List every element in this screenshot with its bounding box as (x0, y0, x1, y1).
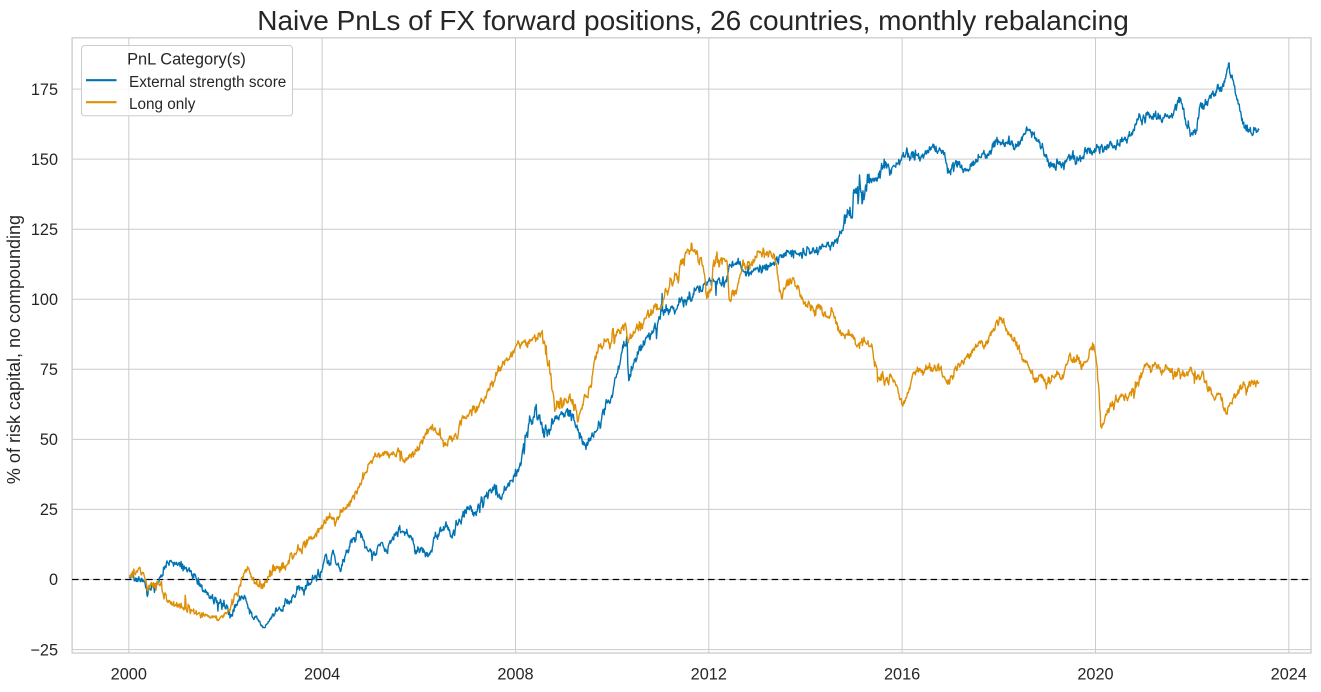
svg-text:2024: 2024 (1271, 666, 1307, 684)
svg-text:−25: −25 (30, 641, 58, 659)
svg-text:2012: 2012 (691, 666, 727, 684)
svg-text:100: 100 (31, 291, 58, 309)
svg-text:150: 150 (31, 151, 58, 169)
svg-text:2016: 2016 (884, 666, 920, 684)
svg-text:0: 0 (49, 571, 58, 589)
svg-text:Long only: Long only (129, 96, 196, 113)
svg-text:25: 25 (40, 501, 58, 519)
svg-text:2020: 2020 (1077, 666, 1113, 684)
svg-text:175: 175 (31, 81, 58, 99)
svg-text:2004: 2004 (304, 666, 340, 684)
svg-text:% of risk capital, no compound: % of risk capital, no compounding (4, 215, 24, 484)
svg-text:External strength score: External strength score (129, 74, 286, 91)
svg-text:2008: 2008 (497, 666, 533, 684)
svg-text:125: 125 (31, 221, 58, 239)
svg-text:2000: 2000 (111, 666, 147, 684)
svg-text:PnL Category(s): PnL Category(s) (127, 50, 246, 68)
svg-text:50: 50 (40, 431, 58, 449)
svg-text:75: 75 (40, 361, 58, 379)
svg-text:Naive PnLs of FX forward posit: Naive PnLs of FX forward positions, 26 c… (257, 5, 1129, 36)
